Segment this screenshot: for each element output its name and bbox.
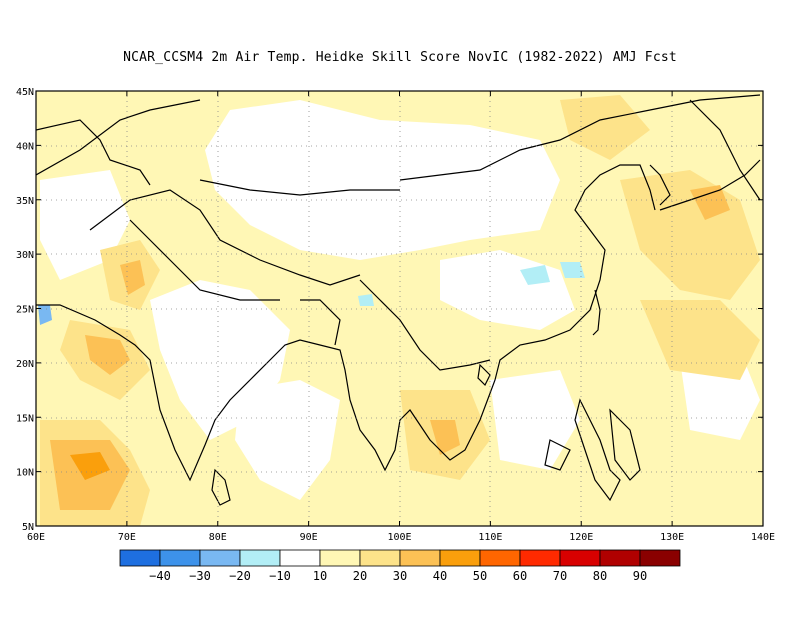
- colorbar: −40 −30 −20 −10 10 20 30 40 50 60 70 80 90: [119, 549, 681, 583]
- lon-tick-label: 80E: [209, 532, 227, 543]
- negative-region-china-2: [560, 262, 585, 278]
- colorbar-label: −20: [229, 569, 251, 583]
- lat-tick-label: 25N: [16, 305, 34, 316]
- colorbar-label: 40: [433, 569, 447, 583]
- lat-tick-label: 10N: [16, 468, 34, 479]
- colorbar-label: 20: [353, 569, 367, 583]
- skill-field: [36, 91, 763, 526]
- lat-tick-label: 15N: [16, 413, 34, 424]
- white-region-scs: [490, 370, 580, 470]
- lon-tick-label: 120E: [569, 532, 593, 543]
- lon-tick-label: 130E: [660, 532, 684, 543]
- colorbar-label: 10: [313, 569, 327, 583]
- coastlines: [36, 94, 761, 506]
- colorbar-label: 90: [633, 569, 647, 583]
- class-30-philippines-sea: [640, 300, 760, 380]
- lat-tick-label: 45N: [16, 87, 34, 98]
- white-region-bay: [235, 380, 340, 500]
- colorbar-swatch: [239, 549, 281, 567]
- colorbar-label: −10: [269, 569, 291, 583]
- graticule: [36, 91, 763, 526]
- colorbar-swatch: [599, 549, 641, 567]
- negative-region-china: [520, 265, 550, 285]
- lon-tick-label: 110E: [478, 532, 502, 543]
- colorbar-swatch: [439, 549, 481, 567]
- colorbar-swatch: [199, 549, 241, 567]
- lat-tick-label: 20N: [16, 359, 34, 370]
- class-40-korea: [690, 185, 730, 220]
- colorbar-label: 70: [553, 569, 567, 583]
- lat-tick-label: 5N: [22, 522, 34, 533]
- lon-tick-label: 70E: [118, 532, 136, 543]
- map-title: NCAR_CCSM4 2m Air Temp. Heidke Skill Sco…: [123, 50, 677, 65]
- colorbar-swatch: [279, 549, 321, 567]
- lon-tick-label: 90E: [300, 532, 318, 543]
- colorbar-swatch: [319, 549, 361, 567]
- negative-region-arabia: [38, 305, 52, 325]
- colorbar-label: 60: [513, 569, 527, 583]
- colorbar-swatch: [159, 549, 201, 567]
- latitude-ticks: 45N 40N 35N 30N 25N 20N 15N 10N 5N: [16, 87, 763, 533]
- lon-tick-label: 100E: [387, 532, 411, 543]
- colorbar-swatch: [119, 549, 161, 567]
- class-40-west-india: [85, 335, 130, 375]
- colorbar-swatch: [559, 549, 601, 567]
- lon-tick-label: 60E: [27, 532, 45, 543]
- longitude-ticks: 60E 70E 80E 90E 100E 110E 120E 130E 140E: [27, 91, 775, 543]
- colorbar-swatch: [639, 549, 681, 567]
- class-50-arabian-sea: [70, 452, 110, 480]
- lat-tick-label: 35N: [16, 196, 34, 207]
- lon-tick-label: 140E: [751, 532, 775, 543]
- class-40-thailand: [430, 420, 460, 455]
- colorbar-label: 80: [593, 569, 607, 583]
- colorbar-swatch: [399, 549, 441, 567]
- colorbar-label: −40: [149, 569, 171, 583]
- colorbar-label: 50: [473, 569, 487, 583]
- colorbar-label: −30: [189, 569, 211, 583]
- negative-region-burma: [358, 294, 374, 306]
- class-30-mongolia: [560, 95, 650, 160]
- white-region-tibet: [205, 100, 560, 260]
- class-40-north-india: [120, 260, 145, 295]
- lat-tick-label: 40N: [16, 141, 34, 152]
- colorbar-swatch: [359, 549, 401, 567]
- lat-tick-label: 30N: [16, 250, 34, 261]
- colorbar-swatch: [479, 549, 521, 567]
- colorbar-swatch: [519, 549, 561, 567]
- colorbar-label: 30: [393, 569, 407, 583]
